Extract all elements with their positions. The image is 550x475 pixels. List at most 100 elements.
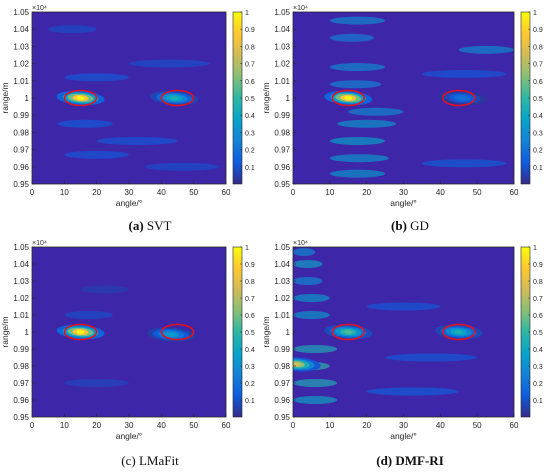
x-tick-label: 30 xyxy=(399,188,408,197)
y-tick-label: 1.02 xyxy=(13,294,29,303)
x-tick-label: 40 xyxy=(436,421,445,430)
target-marker-ellipse-0 xyxy=(63,89,98,107)
colorbar-tick-label: 0.9 xyxy=(245,27,255,34)
heatmap-stripe xyxy=(48,25,97,34)
heatmap-stripe xyxy=(329,63,386,72)
x-tick-label: 20 xyxy=(362,421,371,430)
x-tick-label: 10 xyxy=(60,421,69,430)
colorbar-tick-label: 1 xyxy=(245,245,249,252)
colorbar-tick-label: 0.9 xyxy=(245,262,255,269)
heatmap-stripe xyxy=(80,285,129,294)
colorbar-tick-label: 0.8 xyxy=(533,44,543,51)
x-tick-label: 0 xyxy=(30,421,35,430)
y-tick-label: 1.03 xyxy=(274,277,290,286)
heatmap-stripe xyxy=(64,379,129,387)
target-marker-ellipse-1 xyxy=(442,89,476,107)
y-axis-label-a: range/m xyxy=(0,82,10,113)
caption-b-label: (b) xyxy=(391,218,407,233)
y-tick-labels-a: 0.95 0.96 0.97 0.98 0.99 1 1.01 1.02 1.03 1.04 1.0… xyxy=(13,8,29,189)
heatmap-stripe xyxy=(293,345,338,353)
y-tick-label: 0.95 xyxy=(274,413,290,422)
y-tick-label: 0.97 xyxy=(13,379,29,388)
colorbar-tick-label: 0.4 xyxy=(533,347,543,354)
x-tick-label: 10 xyxy=(60,188,69,197)
heatmap-stripe xyxy=(329,137,386,145)
y-tick-label: 1.05 xyxy=(13,243,29,252)
y-tick-label: 0.95 xyxy=(274,180,290,189)
caption-c-name: LMaFit xyxy=(138,453,179,468)
colorbar-tick-label: 0.5 xyxy=(245,96,255,103)
target-marker-ellipse-0 xyxy=(331,323,365,341)
colorbar-tick-label: 0.5 xyxy=(533,330,543,337)
y-tick-label: 0.96 xyxy=(274,396,290,405)
caption-a: (a) SVT xyxy=(85,218,215,234)
heatmap-field-d xyxy=(293,248,483,404)
colorbar-tick-label: 0.3 xyxy=(533,364,543,371)
x-tick-label: 20 xyxy=(92,421,101,430)
colorbar-tick-label: 0.9 xyxy=(533,262,543,269)
y-tick-label: 0.98 xyxy=(274,362,290,371)
colorbar-tick-label: 0.7 xyxy=(533,62,543,69)
y-tick-label: 1.02 xyxy=(274,60,290,69)
heatmap-stripe xyxy=(293,311,330,319)
x-tick-label: 60 xyxy=(222,421,231,430)
x-axis-label-c: angle/° xyxy=(116,431,143,441)
y-tick-label: 1.04 xyxy=(13,260,29,269)
heatmap-stripe xyxy=(293,260,323,268)
caption-a-name: SVT xyxy=(146,218,172,233)
x-tick-label: 50 xyxy=(473,421,482,430)
heatmap-stripe xyxy=(421,159,507,168)
heatmap-stripe xyxy=(348,107,404,116)
colorbar-tick-label: 0.8 xyxy=(245,44,255,51)
y-tick-label: 1.03 xyxy=(13,277,29,286)
caption-d: (d) DMF-RI xyxy=(345,453,475,469)
colorbar-tick-label: 0.2 xyxy=(533,148,543,155)
y-tick-label: 0.95 xyxy=(13,180,29,189)
y-tick-label: 0.97 xyxy=(274,379,290,388)
y-tick-label: 0.98 xyxy=(13,362,29,371)
colorbar-tick-label: 0.2 xyxy=(245,381,255,388)
y-tick-label: 1.01 xyxy=(13,77,29,86)
heatmap-stripe xyxy=(366,302,441,311)
heatmap-stripe xyxy=(329,16,386,25)
heatmap-stripe xyxy=(129,59,210,68)
caption-d-label: (d) xyxy=(376,453,393,468)
y-tick-label: 1 xyxy=(286,328,291,337)
colorbar-tick-label: 0.3 xyxy=(533,130,543,137)
x-tick-labels-a: 0 10 20 30 40 50 60 xyxy=(30,188,231,197)
heatmap-stripe xyxy=(293,379,338,387)
colorbar-tick-label: 0.4 xyxy=(533,113,543,120)
x-tick-label: 20 xyxy=(362,188,371,197)
heatmap-peak-1 xyxy=(167,332,176,337)
colorbar-tick-label: 0.1 xyxy=(245,398,255,405)
exponent-label-d: ×10⁴ xyxy=(293,240,308,247)
x-tick-label: 40 xyxy=(157,421,166,430)
y-tick-label: 1.01 xyxy=(13,311,29,320)
heatmap-stripe xyxy=(329,169,386,178)
target-marker-ellipse-1 xyxy=(160,323,195,341)
heatmap-stripe xyxy=(329,154,389,163)
y-tick-label: 1.05 xyxy=(274,243,290,252)
y-tick-label: 1 xyxy=(286,94,291,103)
y-tick-labels-c: 0.95 0.96 0.97 0.98 0.99 1 1.01 1.02 1.03 1.04 1.0… xyxy=(13,243,29,422)
y-tick-label: 1.05 xyxy=(13,8,29,17)
colorbar-tick-label: 0.3 xyxy=(245,130,255,137)
colorbar-tick-label: 0.6 xyxy=(533,79,543,86)
caption-b: (b) GD xyxy=(345,218,475,234)
colorbar-tick-label: 0.1 xyxy=(533,398,543,405)
heatmap-stripe xyxy=(293,294,330,302)
colorbar-tick-label: 1 xyxy=(533,245,537,252)
colorbar-tick-label: 1 xyxy=(245,10,249,17)
y-tick-label: 0.99 xyxy=(13,345,29,354)
target-marker-ellipse-0 xyxy=(63,323,98,341)
y-tick-label: 0.99 xyxy=(13,111,29,120)
x-tick-label: 30 xyxy=(125,421,134,430)
heatmap-field-c xyxy=(56,285,195,387)
y-tick-label: 0.96 xyxy=(13,163,29,172)
colorbar-tick-label: 0.1 xyxy=(533,165,543,172)
heatmap-stripe xyxy=(421,69,507,78)
x-tick-label: 60 xyxy=(510,421,519,430)
x-tick-label: 50 xyxy=(473,188,482,197)
y-axis-label-d: range/m xyxy=(261,316,271,347)
